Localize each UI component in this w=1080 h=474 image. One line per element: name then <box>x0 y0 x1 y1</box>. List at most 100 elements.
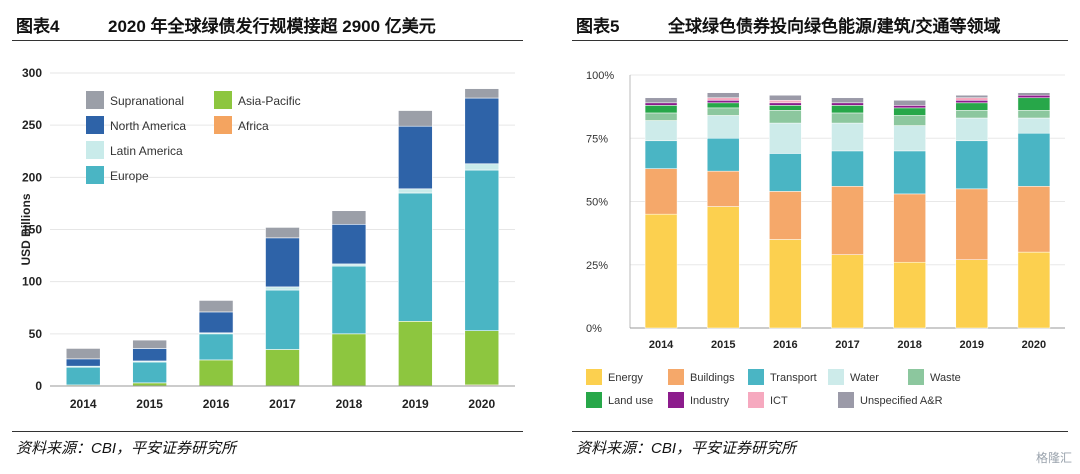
bar-segment <box>706 138 740 172</box>
source-note: 资料来源：CBI，平安证券研究所 <box>576 440 797 457</box>
legend-swatch <box>748 392 764 408</box>
bar-segment <box>644 97 678 104</box>
source-divider <box>572 431 1068 432</box>
bar-segment <box>769 153 802 192</box>
bar-segment <box>706 97 740 101</box>
y-tick-label: 75% <box>586 133 608 145</box>
x-tick-label: 2018 <box>336 397 363 411</box>
x-tick-label: 2018 <box>897 339 921 351</box>
y-tick-label: 250 <box>22 118 42 132</box>
bar-segment <box>331 210 367 225</box>
x-tick-label: 2014 <box>649 339 674 351</box>
y-tick-label: 50% <box>586 197 608 209</box>
bar-segment <box>265 237 300 288</box>
bar-segment <box>831 186 864 255</box>
bar-segment <box>265 349 300 387</box>
bar-segment <box>65 358 101 367</box>
legend-label: Africa <box>238 119 269 133</box>
bar-segment <box>132 348 167 362</box>
bar-segment <box>706 92 740 99</box>
bar-segment <box>769 191 802 240</box>
bar-segment <box>831 105 864 114</box>
bar-segment <box>644 213 678 329</box>
y-tick-label: 300 <box>22 66 42 80</box>
figure-title: 图表4 2020 年全球绿债发行规模接超 2900 亿美元 <box>16 12 436 37</box>
x-tick-label: 2020 <box>1022 339 1046 351</box>
x-tick-label: 2016 <box>773 339 797 351</box>
y-tick-label: 200 <box>22 170 42 184</box>
legend-label: Transport <box>770 372 817 384</box>
bar-segment <box>893 125 926 152</box>
bar-segment <box>644 102 678 106</box>
legend-label: Land use <box>608 395 653 407</box>
bar-segment <box>198 359 234 387</box>
legend-label: Europe <box>110 169 149 183</box>
legend-swatch <box>86 141 104 159</box>
bar-segment <box>955 94 989 99</box>
bar-segment <box>955 140 989 190</box>
bar-segment <box>893 115 926 126</box>
bar-segment <box>1017 97 1051 111</box>
bar-segment <box>706 170 740 207</box>
bar-segment <box>464 169 500 332</box>
y-tick-label: 100 <box>22 275 42 289</box>
bar-segment <box>831 102 864 106</box>
bar-segment <box>198 300 234 313</box>
bar-segment <box>1017 110 1051 119</box>
legend-label: Latin America <box>110 144 183 158</box>
y-tick-label: 100% <box>586 70 614 82</box>
bar-segment <box>893 150 926 195</box>
bar-segment <box>955 188 989 260</box>
legend-swatch <box>86 166 104 184</box>
legend-label: Supranational <box>110 94 184 108</box>
legend-swatch <box>214 116 232 134</box>
bar-segment <box>331 333 367 387</box>
bar-segment <box>893 261 926 329</box>
y-tick-label: 25% <box>586 260 608 272</box>
legend-swatch <box>668 392 684 408</box>
bar-segment <box>769 94 802 101</box>
x-tick-label: 2015 <box>711 339 735 351</box>
bar-segment <box>831 122 864 152</box>
bar-segment <box>464 330 500 386</box>
bar-segment <box>464 163 500 171</box>
legend-swatch <box>86 91 104 109</box>
bar-segment <box>398 110 433 127</box>
bar-segment <box>893 193 926 263</box>
bar-segment <box>265 289 300 350</box>
bar-segment <box>1017 132 1051 187</box>
legend-label: ICT <box>770 395 788 407</box>
bar-segment <box>398 192 433 322</box>
bar-segment <box>706 107 740 116</box>
y-tick-label: 0 <box>35 379 42 393</box>
bar-segment <box>398 321 433 387</box>
bar-segment <box>644 120 678 142</box>
watermark-logo: 格隆汇 <box>1035 451 1072 465</box>
bar-segment <box>955 100 989 104</box>
bar-segment <box>65 366 101 386</box>
bar-segment <box>265 227 300 239</box>
figure-panel-right: 图表5 全球绿色债券投向绿色能源/建筑/交通等领域 0% 25% 50% 75% 100%… <box>560 0 1080 474</box>
legend-label: Buildings <box>690 372 735 384</box>
bar-segment <box>831 254 864 329</box>
bar-segment <box>398 125 433 190</box>
x-tick-label: 2019 <box>960 339 984 351</box>
source-divider <box>12 431 523 432</box>
legend-swatch <box>586 392 602 408</box>
bar-segment <box>769 105 802 111</box>
x-tick-label: 2014 <box>70 397 97 411</box>
bar-segment <box>464 97 500 165</box>
x-tick-label: 2017 <box>835 339 859 351</box>
bar-segment <box>769 102 802 106</box>
legend-label: North America <box>110 119 186 133</box>
bar-segment <box>831 97 864 104</box>
bar-segment <box>706 102 740 109</box>
legend-swatch <box>838 392 854 408</box>
legend-label: Industry <box>690 395 730 407</box>
regional-issuance-chart: 0 50 100 150 200 250 300 USD Billions 2014 2015 20… <box>19 66 515 411</box>
bar-segment <box>265 286 300 291</box>
x-tick-label: 2015 <box>136 397 163 411</box>
legend-swatch <box>668 369 684 385</box>
figure-label: 图表5 <box>576 17 620 36</box>
bar-segment <box>331 265 367 335</box>
